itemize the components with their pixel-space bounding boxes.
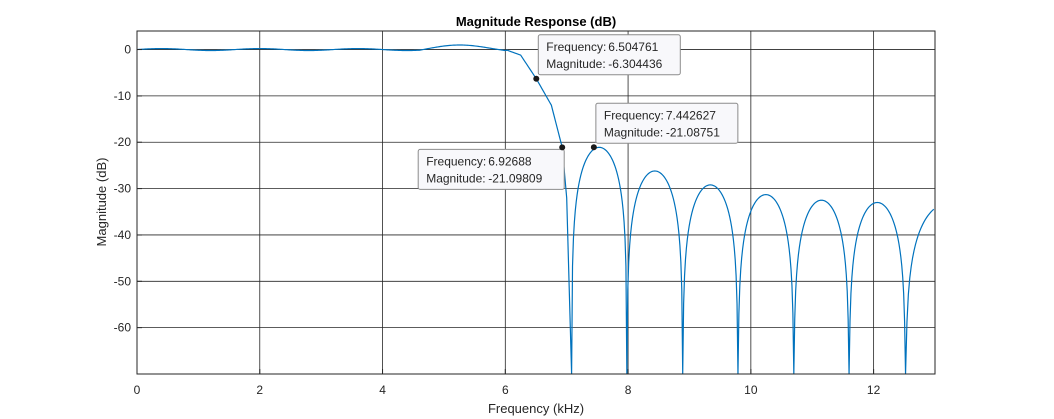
datatip-box [537,34,681,76]
x-tick-label: 8 [625,383,632,397]
x-tick-label: 6 [502,383,509,397]
y-tick-label: -50 [114,274,132,288]
datatip-frequency-value: 7.442627 [666,108,716,122]
x-tick-label: 0 [134,383,141,397]
datatip-frequency-label: Frequency: [604,108,664,122]
magnitude-curve [136,44,935,375]
datatip-frequency-value: 6.504761 [608,40,658,54]
y-axis-label: Magnitude (dB) [94,158,109,247]
x-axis-label: Frequency (kHz) [488,401,584,416]
datatip-magnitude-value: -6.304436 [608,57,662,71]
y-tick-label: -60 [114,321,132,335]
datatip-magnitude-value: -21.09809 [488,171,542,185]
y-tick-label: -10 [114,89,132,103]
plot-area [137,31,935,374]
x-tick-label: 12 [867,383,881,397]
y-tick-label: -30 [114,182,132,196]
y-tick-label: -20 [114,135,132,149]
datatip-box [417,148,565,190]
datatip-marker [590,144,597,151]
y-tick-label: -40 [114,228,132,242]
plot-frame [136,30,936,375]
ticks: 0 2 4 6 8 10 12 0 -10 -20 -30 -40 -50 -60 [114,43,881,397]
x-tick-label: 4 [379,383,386,397]
datatip-frequency-label: Frequency: [546,40,606,54]
datatip-frequency-label: Frequency: [426,154,486,168]
datatip-frequency-value: 6.92688 [488,154,532,168]
chart-title: Magnitude Response (dB) [456,14,616,29]
datatip-marker [533,75,540,82]
x-tick-label: 10 [744,383,758,397]
y-tick-label: 0 [124,43,131,57]
datatip-magnitude-label: Magnitude: [546,57,605,71]
curve-layer [136,44,935,375]
datatip-box [595,102,739,144]
datatip-magnitude-label: Magnitude: [426,171,485,185]
datatip-magnitude-label: Magnitude: [604,125,663,139]
datatip-magnitude-value: -21.08751 [666,125,720,139]
datatip-marker [559,144,566,151]
x-tick-label: 2 [256,383,263,397]
